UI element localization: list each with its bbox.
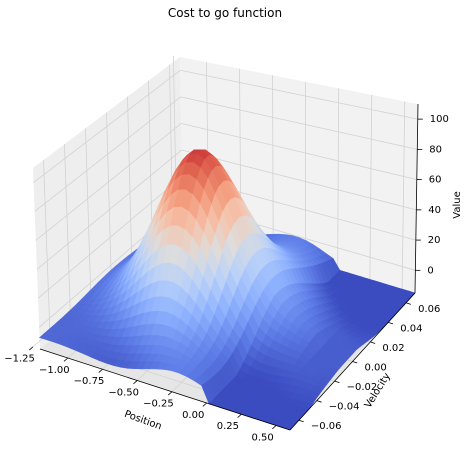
- grid-line: [64, 144, 72, 323]
- z-axis-line: [414, 103, 419, 294]
- y-tick-label: 0.06: [418, 304, 440, 315]
- grid-line: [43, 160, 51, 341]
- grid-line: [180, 69, 418, 120]
- x-tick: [237, 413, 242, 418]
- x-tick: [29, 346, 34, 351]
- y-tick-label: −0.04: [329, 402, 360, 413]
- grid-line: [180, 96, 418, 150]
- x-tick: [272, 425, 277, 430]
- x-tick-label: 0.25: [217, 421, 239, 432]
- x-tick-label: −1.00: [39, 365, 70, 376]
- x-axis-label: Position: [123, 409, 163, 433]
- grid-line: [272, 75, 274, 251]
- z-tick-label: 0: [427, 265, 433, 276]
- y-tick: [370, 341, 376, 344]
- axes: −1.25 −1.00 −0.75−0.50 −0.25 0.00 0.25 0.50 −0.…: [4, 103, 449, 443]
- x-tick-label: 0.00: [182, 410, 204, 421]
- grid-line: [106, 112, 112, 287]
- grid-line: [33, 69, 181, 183]
- x-tick-label: −1.25: [4, 354, 35, 365]
- y-tick-label: −0.06: [311, 421, 342, 432]
- z-tick-label: 20: [428, 235, 441, 246]
- x-tick: [202, 402, 207, 407]
- grid-line: [34, 96, 181, 212]
- z-tick-label: 40: [428, 205, 441, 216]
- grid-line: [369, 94, 373, 280]
- y-tick-label: 0.02: [382, 343, 404, 354]
- y-tick: [298, 419, 304, 423]
- grid-line: [37, 176, 183, 299]
- y-tick: [388, 321, 394, 325]
- y-tick: [405, 302, 411, 305]
- y-tick-label: 0.04: [400, 323, 422, 334]
- x-tick-label: −0.25: [143, 399, 174, 410]
- x-tick-label: 0.50: [251, 432, 273, 443]
- x-tick: [98, 368, 103, 373]
- left-pane: [33, 57, 183, 349]
- x-tick: [63, 357, 69, 362]
- z-tick-label: 80: [429, 144, 442, 155]
- y-tick: [352, 361, 358, 364]
- x-tick: [167, 391, 173, 396]
- y-tick: [334, 380, 340, 383]
- z-tick-label: 100: [430, 114, 449, 125]
- x-tick-label: −0.50: [108, 387, 139, 398]
- x-tick-label: −0.75: [74, 376, 105, 387]
- grid-line: [337, 88, 340, 270]
- y-tick-label: 0.00: [365, 363, 387, 374]
- x-axis-line: [39, 348, 291, 431]
- grid-line: [181, 123, 417, 180]
- y-tick: [316, 400, 322, 403]
- z-axis-label: Value: [452, 191, 463, 218]
- grid-line: [181, 149, 417, 211]
- grid-line: [401, 101, 406, 290]
- grid-line: [35, 123, 182, 241]
- chart-title: Cost to go function: [168, 6, 282, 20]
- y-tick-label: −0.02: [347, 382, 378, 393]
- grid-line: [127, 96, 133, 269]
- z-tick-label: 60: [429, 175, 442, 186]
- surface-mesh: [38, 149, 416, 431]
- grid-line: [36, 149, 182, 270]
- grid-line: [85, 128, 92, 305]
- x-tick: [133, 380, 138, 385]
